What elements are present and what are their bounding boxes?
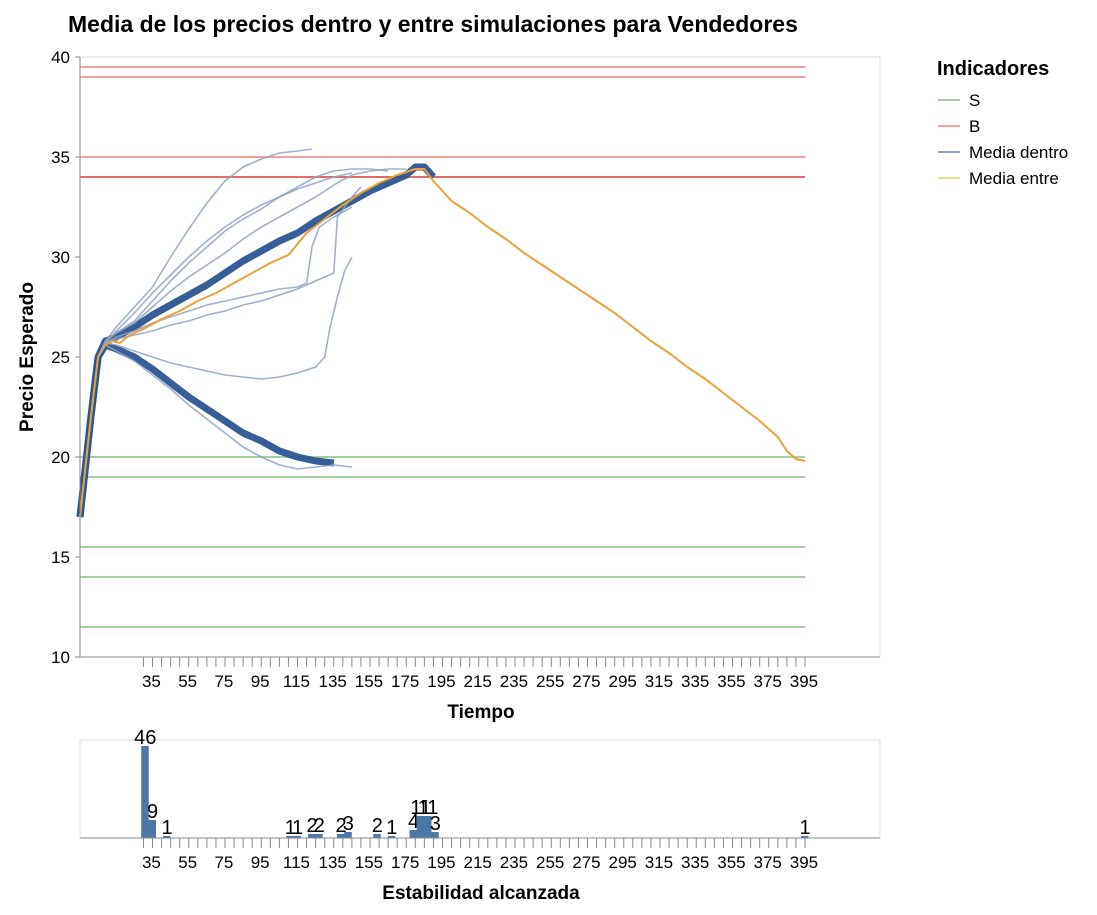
y-tick-label: 10: [51, 648, 70, 667]
x-tick-label: 335: [681, 853, 709, 872]
x-tick-label: 315: [645, 853, 673, 872]
histogram-bar: [286, 836, 294, 838]
y-tick-label: 20: [51, 448, 70, 467]
histogram-bar-label: 2: [372, 815, 383, 837]
x-tick-label: 175: [391, 853, 419, 872]
histogram-bar: [344, 832, 352, 838]
x-tick-label: 135: [319, 672, 347, 691]
x-tick-label: 235: [500, 672, 528, 691]
legend: Indicadores SB Media dentro Media entre: [937, 58, 1068, 188]
histogram-bar: [409, 830, 417, 838]
x-tick-label: 355: [717, 672, 745, 691]
x-tick-label: 395: [790, 853, 818, 872]
histogram-bar-label: 11: [418, 797, 439, 819]
histogram-bar: [424, 816, 432, 838]
histogram-bar-label: 11: [410, 797, 431, 819]
histogram-bar-label: 2: [306, 815, 317, 837]
histogram-bar: [337, 834, 345, 838]
histogram-bar-label: 2: [335, 815, 346, 837]
y-tick-label: 25: [51, 348, 70, 367]
x-tick-label: 115: [283, 853, 310, 872]
histogram-x-axis: 35 55 75 95 115 135 155 175 195 215 235 255 275 295 31…: [80, 837, 880, 872]
histogram-bar: [387, 836, 396, 838]
x-tick-label: 315: [645, 672, 673, 691]
y-axis: 10 15 20 25 30 35 40: [51, 48, 81, 667]
legend-title: Indicadores: [937, 58, 1049, 80]
x-tick-label: 275: [572, 853, 600, 872]
x-tick-label: 55: [178, 853, 197, 872]
x-tick-label: 395: [790, 672, 818, 691]
x-tick-label: 135: [319, 853, 347, 872]
legend-label: B: [969, 117, 980, 136]
x-tick-label: 215: [464, 853, 492, 872]
histogram-x-axis-title: Estabilidad alcanzada: [382, 883, 580, 904]
histogram-bar-label: 46: [134, 727, 156, 749]
histogram-bar-label: 3: [430, 813, 441, 835]
series-line-media-dentro: [79, 186, 362, 518]
histogram-bar-label: 2: [314, 815, 325, 837]
x-tick-label: 375: [754, 672, 782, 691]
plot-frame: [79, 56, 881, 658]
x-tick-label: 175: [391, 672, 419, 691]
reference-lines: [80, 66, 805, 628]
x-tick-label: 95: [251, 672, 270, 691]
y-tick-label: 15: [51, 548, 70, 567]
x-tick-label: 295: [609, 853, 637, 872]
x-tick-label: 215: [464, 672, 492, 691]
x-tick-label: 95: [251, 853, 270, 872]
x-tick-label: 55: [178, 672, 197, 691]
histogram-bar-label: 1: [799, 817, 810, 839]
y-tick-label: 40: [51, 48, 70, 67]
histogram-bar: [293, 836, 301, 838]
x-tick-label: 355: [717, 853, 745, 872]
x-tick-label: 195: [427, 853, 455, 872]
histogram-bar: [416, 816, 425, 838]
x-tick-label: 155: [355, 853, 383, 872]
histogram-bar: [801, 836, 809, 838]
legend-label: S: [969, 91, 980, 110]
x-tick-label: 195: [427, 672, 455, 691]
x-tick-label: 115: [283, 672, 310, 691]
x-axis-title: Tiempo: [447, 702, 514, 723]
series-line-media-entre: [79, 168, 806, 518]
x-tick-label: 75: [214, 853, 233, 872]
series-lines: [76, 148, 806, 518]
x-tick-label: 295: [609, 672, 637, 691]
x-tick-label: 75: [214, 672, 233, 691]
x-tick-label: 255: [536, 853, 564, 872]
histogram-bar: [141, 746, 149, 838]
x-tick-label: 255: [536, 672, 564, 691]
chart-title: Media de los precios dentro y entre simu…: [68, 11, 798, 37]
y-tick-label: 30: [51, 248, 70, 267]
x-axis: 35 55 75 95 115 135 155 175 195 215 235 255 275 295 31…: [80, 656, 880, 691]
x-tick-label: 155: [355, 672, 383, 691]
histogram-bar-label: 1: [161, 817, 172, 839]
legend-label: Media dentro: [969, 143, 1068, 162]
x-tick-label: 335: [681, 672, 709, 691]
histogram-bar-label: 9: [147, 801, 158, 823]
histogram-bar-label: 4: [408, 811, 419, 833]
histogram-frame: [79, 739, 881, 839]
histogram-bar-label: 1: [285, 817, 296, 839]
histogram-bar: [163, 836, 171, 838]
y-axis-title: Precio Esperado: [17, 282, 38, 432]
histogram-bar: [315, 834, 323, 838]
histogram-bar-label: 1: [292, 817, 303, 839]
histogram-bar: [431, 832, 439, 838]
x-tick-label: 35: [142, 672, 161, 691]
y-tick-label: 35: [51, 148, 70, 167]
histogram-bar: [148, 820, 156, 838]
histogram-bar: [308, 834, 316, 838]
x-tick-label: 235: [500, 853, 528, 872]
legend-label: Media entre: [969, 169, 1059, 188]
x-tick-label: 35: [142, 853, 161, 872]
x-tick-label: 375: [754, 853, 782, 872]
histogram-bar: [373, 834, 381, 838]
histogram-bar-label: 3: [343, 813, 354, 835]
histogram-bar-label: 1: [386, 817, 397, 839]
x-tick-label: 275: [572, 672, 600, 691]
